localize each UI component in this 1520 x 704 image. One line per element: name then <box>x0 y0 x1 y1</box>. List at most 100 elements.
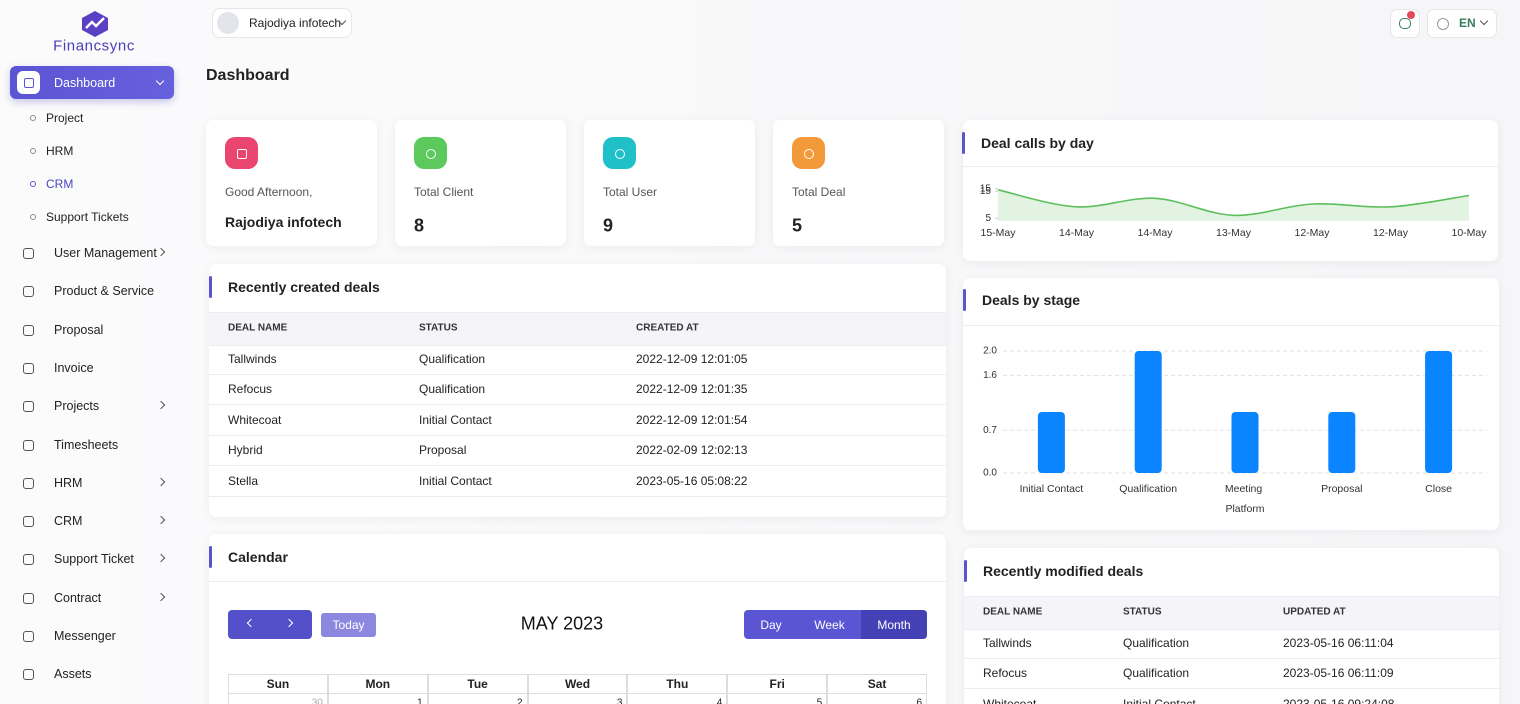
menu-item[interactable]: User Management <box>54 246 157 260</box>
weekday-label: Sun <box>266 677 290 691</box>
date-cell <box>527 693 628 704</box>
weekday-label: Fri <box>769 677 785 691</box>
date-number: 3 <box>616 697 623 704</box>
menu-icon <box>23 286 34 298</box>
date-number: 5 <box>816 697 823 704</box>
column-header: UPDATED AT <box>1283 606 1346 618</box>
title-accent <box>963 289 966 311</box>
menu-icon <box>23 362 34 374</box>
menu-item[interactable]: Support Ticket <box>54 552 134 567</box>
chat-icon <box>1399 18 1411 29</box>
title-accent <box>209 276 212 298</box>
company-name: Rajodiya infotech <box>249 16 342 30</box>
date-cell <box>827 693 927 704</box>
date-number: 2 <box>517 697 523 704</box>
panel-title: Calendar <box>228 549 288 565</box>
column-header: DEAL NAME <box>983 606 1043 618</box>
chevron-icon <box>156 247 166 257</box>
stat-icon-glyph <box>426 149 436 159</box>
table-cell: Hybrid <box>228 443 263 458</box>
menu-item[interactable]: HRM <box>54 475 83 490</box>
today-button[interactable] <box>321 613 376 637</box>
weekday-label: Sat <box>867 677 887 691</box>
panel-title: Recently created deals <box>228 279 380 295</box>
table-cell: Refocus <box>983 666 1028 681</box>
table-cell: Tallwinds <box>228 352 277 366</box>
table-cell: Stella <box>228 473 259 488</box>
panel-title: Deal calls by day <box>981 135 1094 151</box>
menu-item[interactable]: Messenger <box>54 629 116 643</box>
nav-button-group[interactable] <box>228 610 312 639</box>
column-header: DEAL NAME <box>228 322 288 334</box>
deals-panel <box>209 264 946 517</box>
stat-value: 8 <box>414 215 425 236</box>
globe-icon <box>1437 18 1449 30</box>
menu-item[interactable]: Assets <box>54 667 92 682</box>
chat-button[interactable] <box>1390 9 1420 38</box>
stat-label: Total Deal <box>792 185 846 199</box>
view-label: Month <box>877 618 911 632</box>
menu-icon <box>23 439 34 451</box>
menu-item[interactable]: CRM <box>54 514 83 529</box>
weekday-label: Wed <box>564 677 591 691</box>
menu-item[interactable]: Timesheets <box>54 437 119 452</box>
table-cell: Whitecoat <box>228 412 282 427</box>
table-cell: Tallwinds <box>983 636 1032 650</box>
menu-icon <box>23 631 34 642</box>
stat-label: Total User <box>603 185 658 199</box>
submenu-item[interactable]: CRM <box>46 177 74 191</box>
row-divider <box>209 374 946 375</box>
chevron-icon <box>156 515 166 525</box>
row-divider <box>964 658 1499 659</box>
table-cell: 2023-05-16 05:08:22 <box>636 473 748 488</box>
view-label: Week <box>814 618 845 632</box>
stat-icon-glyph <box>615 149 625 159</box>
menu-label: Dashboard <box>54 75 116 90</box>
today-label: Today <box>332 618 365 632</box>
stat-label: Good Afternoon, <box>225 185 313 199</box>
submenu-item[interactable]: Project <box>46 111 84 125</box>
menu-item[interactable]: Proposal <box>54 322 104 337</box>
deals-stage-panel <box>963 278 1499 530</box>
table-cell: 2022-02-09 12:02:13 <box>636 443 748 458</box>
date-cell <box>727 693 828 704</box>
view-button[interactable] <box>861 610 927 639</box>
row-divider <box>209 434 946 436</box>
panel-title: Recently modified deals <box>983 563 1144 579</box>
menu-item[interactable]: Product & Service <box>54 284 155 299</box>
chevron-icon <box>156 400 166 410</box>
submenu-dot <box>30 148 36 154</box>
submenu-item[interactable]: HRM <box>46 144 74 158</box>
table-cell: 2022-12-09 12:01:05 <box>636 352 748 366</box>
logo-text: Financsync <box>53 37 135 55</box>
stat-icon-glyph <box>804 149 814 159</box>
submenu-dot <box>30 115 36 121</box>
table-cell: Initial Contact <box>419 412 492 427</box>
menu-icon <box>23 248 34 259</box>
table-cell: 2022-12-09 12:01:35 <box>636 382 748 397</box>
title-accent <box>964 560 967 582</box>
row-divider <box>209 495 946 497</box>
table-cell: Proposal <box>419 443 467 458</box>
table-cell: Qualification <box>1123 666 1190 681</box>
notification-badge <box>1407 11 1415 19</box>
date-cell <box>228 693 328 704</box>
date-number: 1 <box>417 697 423 704</box>
menu-item[interactable]: Projects <box>54 399 100 414</box>
submenu-dot <box>30 181 36 187</box>
title-accent <box>962 132 965 154</box>
calendar-month: MAY 2023 <box>520 613 604 634</box>
menu-item[interactable]: Contract <box>54 590 102 605</box>
menu-icon <box>23 669 34 681</box>
chevron-icon <box>156 592 166 601</box>
stat-icon <box>225 137 258 169</box>
weekday-label: Mon <box>365 677 391 691</box>
row-divider <box>209 465 946 467</box>
menu-icon <box>24 78 34 88</box>
submenu-item[interactable]: Support Tickets <box>46 210 129 224</box>
menu-item[interactable]: Invoice <box>54 360 94 375</box>
table-header <box>964 596 1499 630</box>
table-cell: 2023-05-16 06:11:04 <box>1283 636 1394 650</box>
chevron-icon <box>156 554 166 563</box>
